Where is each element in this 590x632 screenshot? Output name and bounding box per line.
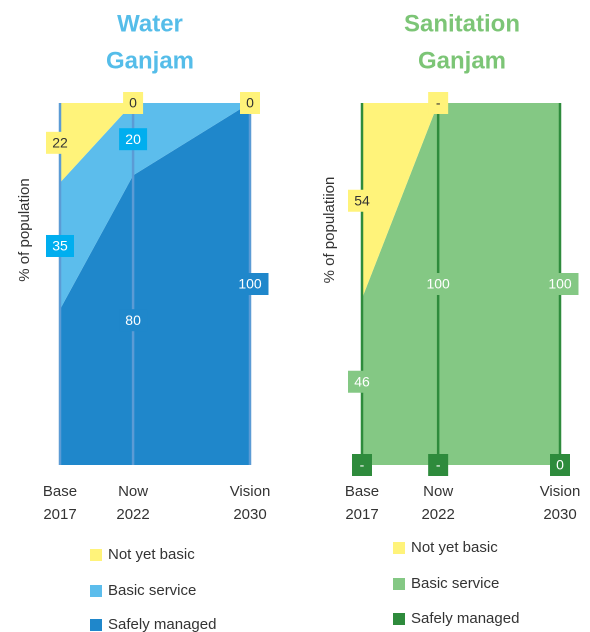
x-tick-label: 2022: [116, 506, 149, 523]
chart-title: Sanitation: [404, 10, 520, 37]
area: [60, 103, 250, 183]
legend-label: Safely managed: [411, 610, 519, 627]
value-label: 0: [129, 95, 137, 111]
value-label: -: [360, 457, 365, 473]
value-label-box: [348, 189, 376, 212]
chart-subtitle: Ganjam: [106, 47, 194, 74]
legend-label: Not yet basic: [108, 546, 195, 563]
value-label-box: [541, 273, 579, 295]
x-tick-label: Base: [345, 483, 379, 500]
legend-swatch: [90, 619, 102, 631]
x-tick-label: 2030: [543, 506, 576, 523]
y-axis-label: % of population: [16, 178, 33, 281]
value-label-box: [231, 273, 269, 295]
x-tick-label: 2017: [345, 506, 378, 523]
value-label-box: [419, 273, 457, 295]
value-label: 0: [246, 95, 254, 111]
legend-label: Safely managed: [108, 616, 216, 632]
value-label: -: [436, 457, 441, 473]
area: [60, 103, 250, 310]
y-axis-label: % of populatiion: [321, 177, 338, 284]
x-tick-label: 2030: [233, 506, 266, 523]
value-label-box: [123, 92, 144, 114]
legend-swatch: [393, 613, 405, 625]
legend-swatch: [90, 549, 102, 561]
value-label: 100: [548, 276, 572, 292]
value-label: -: [436, 95, 441, 111]
x-tick-label: Vision: [230, 483, 271, 500]
x-tick-label: Now: [118, 483, 148, 500]
value-label-box: [46, 131, 74, 154]
x-tick-label: 2022: [421, 506, 454, 523]
x-tick-label: Now: [423, 483, 453, 500]
value-label: 22: [52, 135, 68, 151]
legend-label: Basic service: [411, 575, 499, 592]
value-label: 0: [556, 457, 564, 473]
x-tick-label: Base: [43, 483, 77, 500]
x-tick-label: Vision: [540, 483, 581, 500]
value-label-box: [240, 92, 260, 114]
value-label-box: [428, 454, 449, 476]
value-label-box: [550, 454, 570, 476]
value-label-box: [46, 234, 74, 257]
value-label-box: [428, 92, 449, 114]
value-label: 100: [426, 276, 450, 292]
value-label: 100: [238, 276, 262, 292]
legend-label: Not yet basic: [411, 539, 498, 556]
value-label-box: [119, 128, 148, 151]
legend-label: Basic service: [108, 582, 196, 599]
area: [362, 103, 560, 465]
area: [60, 103, 250, 465]
value-label-box: [348, 370, 376, 393]
legend-swatch: [90, 585, 102, 597]
legend-swatch: [393, 578, 405, 590]
chart-title: Water: [117, 10, 183, 37]
value-label: 80: [125, 312, 141, 328]
chart-subtitle: Ganjam: [418, 47, 506, 74]
value-label: 20: [125, 131, 141, 147]
value-label: 35: [52, 238, 68, 254]
legend-swatch: [393, 542, 405, 554]
x-tick-label: 2017: [43, 506, 76, 523]
area: [362, 103, 560, 299]
value-label-box: [352, 454, 372, 476]
value-label-box: [119, 309, 148, 332]
value-label: 54: [354, 192, 370, 208]
value-label: 46: [354, 373, 370, 389]
